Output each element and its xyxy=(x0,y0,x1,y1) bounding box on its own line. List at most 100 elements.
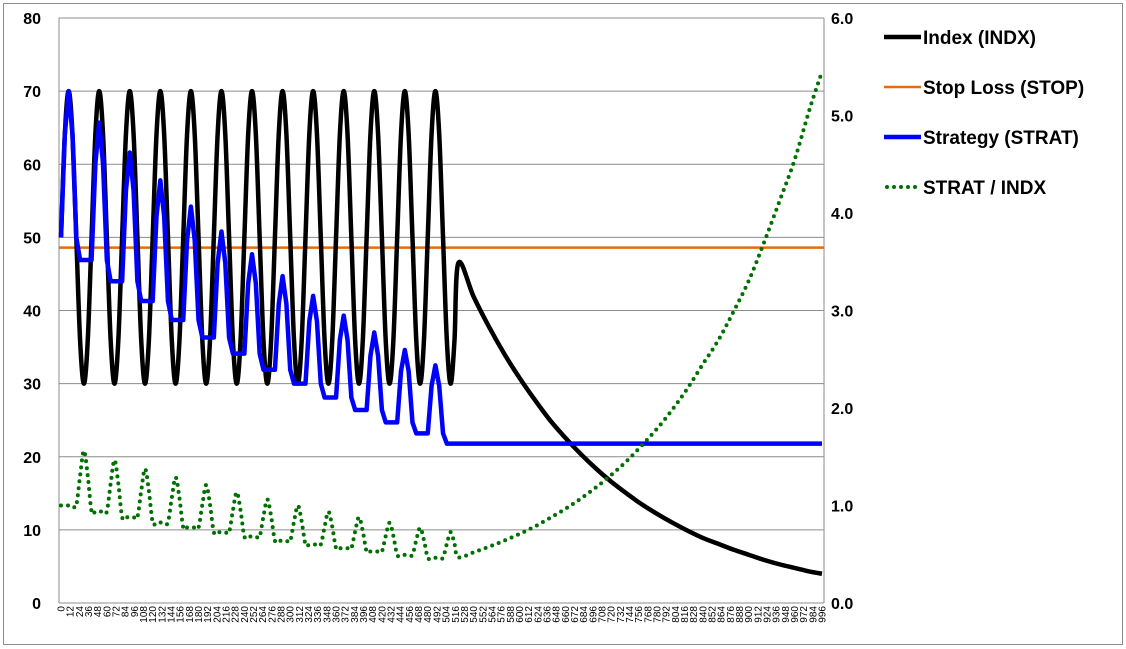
x-axis-tick-label: 552 xyxy=(478,606,489,623)
series-line-index-indx xyxy=(58,88,823,576)
x-axis-tick-label: 12 xyxy=(66,606,77,618)
x-axis-tick-label: 600 xyxy=(515,606,526,623)
x-axis-tick-label: 348 xyxy=(322,606,333,623)
x-axis-tick-label: 168 xyxy=(185,606,196,623)
x-axis-tick-label: 912 xyxy=(753,606,764,623)
x-axis-tick-label: 564 xyxy=(487,606,498,623)
x-axis-tick-label: 108 xyxy=(139,606,150,623)
x-axis-tick-label: 636 xyxy=(542,606,553,623)
x-axis-tick-label: 576 xyxy=(497,606,508,623)
legend-label: STRAT / INDX xyxy=(923,178,1046,199)
x-axis-tick-label: 504 xyxy=(442,606,453,623)
x-axis-tick-label: 492 xyxy=(432,606,443,623)
x-axis-tick-label: 744 xyxy=(625,606,636,623)
right-axis-tick-label: 6.0 xyxy=(831,11,853,28)
x-axis-tick-label: 48 xyxy=(93,606,104,618)
left-axis-ticks: 0 10 20 30 40 50 60 70 80 xyxy=(23,11,41,613)
x-axis-tick-label: 768 xyxy=(643,606,654,623)
x-axis-tick-label: 996 xyxy=(818,606,829,623)
x-axis-tick-label: 732 xyxy=(616,606,627,623)
x-axis-tick-label: 288 xyxy=(277,606,288,623)
x-axis-tick-label: 972 xyxy=(799,606,810,623)
right-axis-tick-label: 5.0 xyxy=(831,109,853,126)
x-axis-tick-label: 984 xyxy=(808,606,819,623)
x-axis-tick-label: 324 xyxy=(304,606,315,623)
x-axis-tick-label: 756 xyxy=(634,606,645,623)
x-axis-tick-label: 96 xyxy=(130,606,141,618)
left-axis-tick-label: 60 xyxy=(23,157,41,174)
x-axis-tick-label: 420 xyxy=(377,606,388,623)
x-axis-tick-label: 192 xyxy=(203,606,214,623)
x-axis-ticks: 0122436486072849610812013214415616818019… xyxy=(57,606,829,623)
legend-label: Index (INDX) xyxy=(923,28,1036,49)
x-axis-tick-label: 612 xyxy=(524,606,535,623)
right-axis-tick-label: 3.0 xyxy=(831,304,853,321)
x-axis-tick-label: 228 xyxy=(231,606,242,623)
x-axis-tick-label: 696 xyxy=(588,606,599,623)
right-axis-tick-label: 4.0 xyxy=(831,206,853,223)
x-axis-tick-label: 0 xyxy=(57,606,68,612)
x-axis-tick-label: 528 xyxy=(460,606,471,623)
x-axis-tick-label: 216 xyxy=(222,606,233,623)
x-axis-tick-label: 300 xyxy=(286,606,297,623)
left-axis-tick-label: 70 xyxy=(23,84,41,101)
left-axis-tick-label: 50 xyxy=(23,230,41,247)
x-axis-tick-label: 888 xyxy=(735,606,746,623)
x-axis-tick-label: 816 xyxy=(680,606,691,623)
x-axis-tick-label: 840 xyxy=(698,606,709,623)
x-axis-tick-label: 588 xyxy=(506,606,517,623)
x-axis-tick-label: 372 xyxy=(341,606,352,623)
right-axis-tick-label: 0.0 xyxy=(831,596,853,613)
legend-label: Strategy (STRAT) xyxy=(923,128,1079,149)
x-axis-tick-label: 360 xyxy=(332,606,343,623)
left-axis-tick-label: 40 xyxy=(23,304,41,321)
x-axis-tick-label: 252 xyxy=(249,606,260,623)
x-axis-tick-label: 900 xyxy=(744,606,755,623)
x-axis-tick-label: 408 xyxy=(368,606,379,623)
right-axis-tick-label: 1.0 xyxy=(831,499,853,516)
x-axis-tick-label: 204 xyxy=(212,606,223,623)
x-axis-tick-label: 432 xyxy=(387,606,398,623)
x-axis-tick-label: 924 xyxy=(762,606,773,623)
series-line-strat-indx xyxy=(59,69,824,562)
x-axis-tick-label: 852 xyxy=(707,606,718,623)
left-axis-tick-label: 30 xyxy=(23,377,41,394)
x-axis-tick-label: 384 xyxy=(350,606,361,623)
x-axis-tick-label: 624 xyxy=(533,606,544,623)
x-axis-tick-label: 468 xyxy=(414,606,425,623)
left-axis-tick-label: 10 xyxy=(23,523,41,540)
x-axis-tick-label: 156 xyxy=(176,606,187,623)
series-lines xyxy=(58,69,824,576)
x-axis-tick-label: 648 xyxy=(552,606,563,623)
x-axis-tick-label: 792 xyxy=(662,606,673,623)
legend-label: Stop Loss (STOP) xyxy=(923,78,1084,99)
x-axis-tick-label: 84 xyxy=(121,606,132,618)
x-axis-tick-label: 708 xyxy=(597,606,608,623)
x-axis-tick-label: 936 xyxy=(772,606,783,623)
x-axis-tick-label: 864 xyxy=(717,606,728,623)
x-axis-tick-label: 132 xyxy=(157,606,168,623)
x-axis-tick-label: 720 xyxy=(607,606,618,623)
x-axis-tick-label: 396 xyxy=(359,606,370,623)
x-axis-tick-label: 672 xyxy=(570,606,581,623)
x-axis-tick-label: 684 xyxy=(579,606,590,623)
x-axis-tick-label: 264 xyxy=(258,606,269,623)
x-axis-tick-label: 240 xyxy=(240,606,251,623)
left-axis-tick-label: 0 xyxy=(32,596,41,613)
x-axis-tick-label: 540 xyxy=(469,606,480,623)
x-axis-tick-label: 276 xyxy=(267,606,278,623)
left-axis-tick-label: 80 xyxy=(23,11,41,28)
x-axis-tick-label: 72 xyxy=(112,606,123,618)
x-axis-tick-label: 144 xyxy=(167,606,178,623)
x-axis-tick-label: 24 xyxy=(75,606,86,618)
x-axis-tick-label: 516 xyxy=(451,606,462,623)
x-axis-tick-label: 960 xyxy=(790,606,801,623)
series-line-strategy-strat xyxy=(58,88,822,446)
right-axis-ticks: 0.0 1.0 2.0 3.0 4.0 5.0 6.0 xyxy=(831,11,853,613)
x-axis-tick-label: 444 xyxy=(396,606,407,623)
x-axis-tick-label: 480 xyxy=(423,606,434,623)
x-axis-tick-label: 312 xyxy=(295,606,306,623)
x-axis-tick-label: 36 xyxy=(84,606,95,618)
x-axis-tick-label: 336 xyxy=(313,606,324,623)
